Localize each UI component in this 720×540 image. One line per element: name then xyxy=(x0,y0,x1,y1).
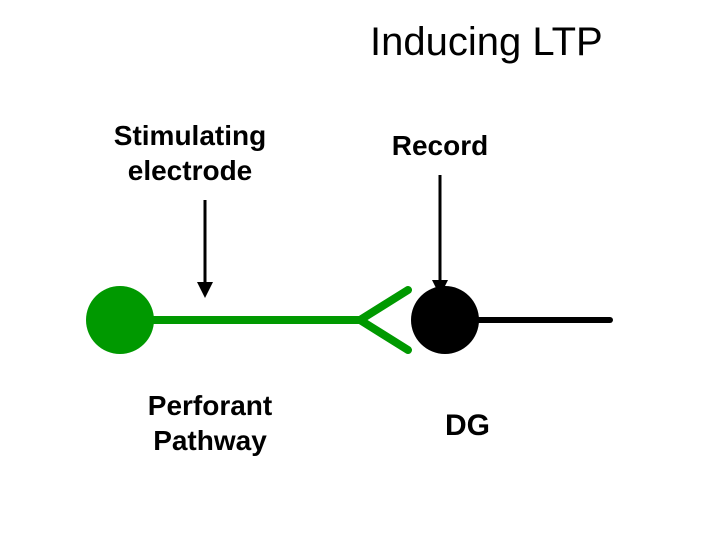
page-title: Inducing LTP xyxy=(370,20,603,64)
dg-label: DG xyxy=(445,409,490,442)
perforant-pathway-neuron xyxy=(86,286,408,354)
perforant-pathway-label-line1: Perforant xyxy=(148,390,272,421)
green-axon-fork-upper xyxy=(360,290,408,320)
diagram-canvas: Inducing LTP Stimulating electrode Recor… xyxy=(0,0,720,540)
stimulating-electrode-label-line2: electrode xyxy=(128,155,253,186)
perforant-pathway-label-line2: Pathway xyxy=(153,425,267,456)
green-axon-fork-lower xyxy=(360,320,408,350)
record-arrow-icon xyxy=(432,175,448,296)
green-soma xyxy=(86,286,154,354)
stimulating-electrode-label-line1: Stimulating xyxy=(114,120,266,151)
black-soma xyxy=(411,286,479,354)
record-label: Record xyxy=(392,130,488,161)
dg-neuron xyxy=(411,286,610,354)
stimulating-arrow-icon xyxy=(197,200,213,298)
